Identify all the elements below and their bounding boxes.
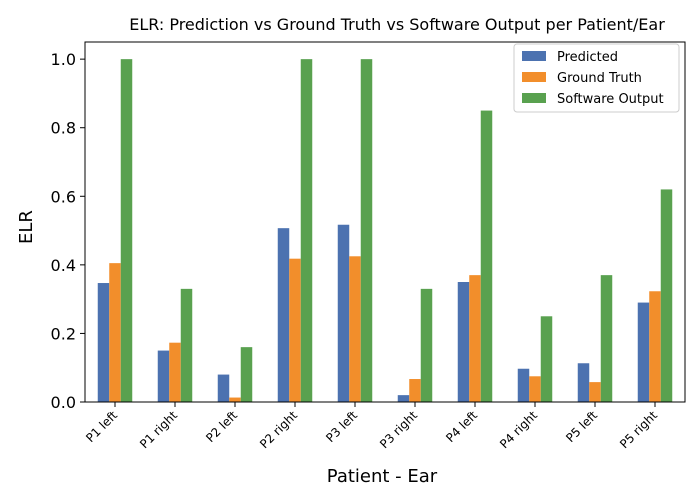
bar-ground-truth-p4-left <box>469 275 481 402</box>
bar-ground-truth-p2-left <box>229 397 241 402</box>
bar-software-output-p1-right <box>180 288 193 402</box>
y-tick-label: 1.0 <box>51 50 76 69</box>
x-tick-label: P1 left <box>83 408 120 445</box>
legend-swatch-ground-truth <box>522 72 546 82</box>
plot-frame <box>84 41 686 403</box>
x-tick-label: P3 left <box>323 408 360 445</box>
legend-box <box>513 43 680 113</box>
bar-predicted-p5-right <box>637 302 650 402</box>
bar-predicted-p1-left <box>97 283 110 402</box>
bar-predicted-p4-right <box>517 368 530 402</box>
y-tick-label: 0.4 <box>51 256 76 275</box>
bar-ground-truth-p4-right <box>529 376 541 402</box>
legend: Predicted Ground Truth Software Output <box>513 43 680 113</box>
legend-swatch-software-output <box>522 93 546 103</box>
legend-label-ground-truth: Ground Truth <box>557 71 642 86</box>
x-tick-label: P3 right <box>377 408 420 451</box>
x-tick-label: P4 left <box>443 408 480 445</box>
bar-ground-truth-p2-right <box>289 258 301 402</box>
bar-software-output-p4-left <box>480 110 493 403</box>
bar-software-output-p3-right <box>420 288 433 402</box>
y-tick-label: 0.8 <box>51 119 76 138</box>
x-tick-label: P5 left <box>563 408 600 445</box>
bar-ground-truth-p1-left <box>109 263 121 402</box>
bar-predicted-p2-right <box>277 228 290 402</box>
x-tick-label: P5 right <box>617 408 660 451</box>
bar-software-output-p5-right <box>660 189 673 402</box>
chart-title: ELR: Prediction vs Ground Truth vs Softw… <box>129 15 665 34</box>
bar-ground-truth-p5-right <box>649 291 661 402</box>
bar-predicted-p2-left <box>217 374 230 402</box>
x-tick-label: P1 right <box>137 408 180 451</box>
x-tick-label: P2 left <box>203 408 240 445</box>
bar-predicted-p3-right <box>397 395 410 402</box>
bar-predicted-p1-right <box>157 350 170 402</box>
bar-ground-truth-p3-right <box>409 379 421 402</box>
x-tick-label: P2 right <box>257 408 300 451</box>
bar-predicted-p4-left <box>457 282 470 402</box>
y-axis-label: ELR <box>16 210 37 244</box>
legend-swatch-predicted <box>522 51 546 61</box>
bar-software-output-p2-left <box>240 347 253 402</box>
x-axis-label: Patient - Ear <box>327 466 438 487</box>
y-tick-label: 0.6 <box>51 187 76 206</box>
x-tick-label: P4 right <box>497 408 540 451</box>
bar-predicted-p3-left <box>337 224 350 402</box>
legend-label-software-output: Software Output <box>557 92 664 107</box>
y-tick-label: 0.2 <box>51 324 76 343</box>
bar-software-output-p4-right <box>540 316 553 402</box>
bar-ground-truth-p3-left <box>349 256 361 402</box>
bar-software-output-p3-left <box>360 59 373 403</box>
bar-ground-truth-p1-right <box>169 342 181 402</box>
bar-software-output-p5-left <box>600 275 613 402</box>
bar-predicted-p5-left <box>577 363 590 402</box>
legend-label-predicted: Predicted <box>557 50 618 65</box>
y-tick-label: 0.0 <box>51 393 76 412</box>
bar-ground-truth-p5-left <box>589 382 601 402</box>
bar-software-output-p1-left <box>120 59 133 403</box>
bar-software-output-p2-right <box>300 59 313 403</box>
